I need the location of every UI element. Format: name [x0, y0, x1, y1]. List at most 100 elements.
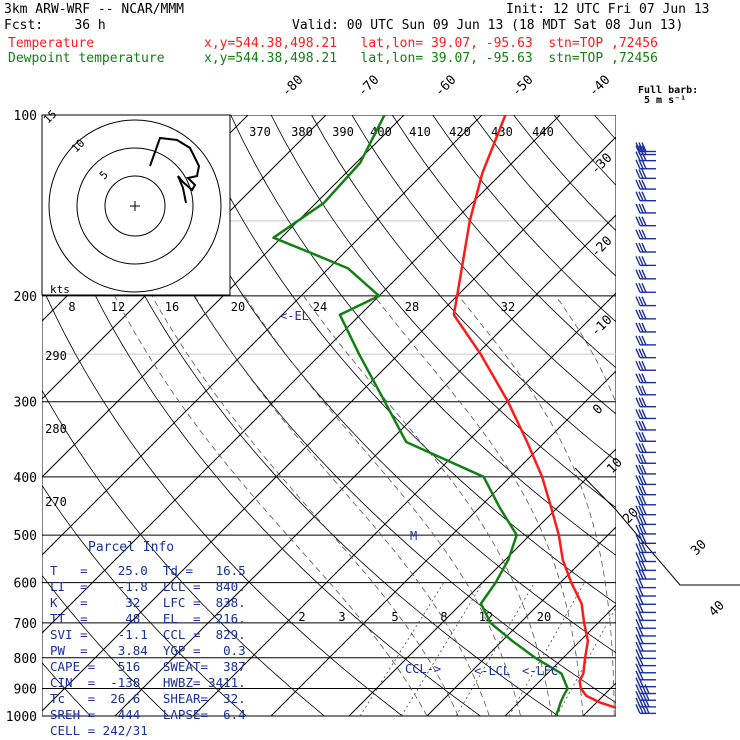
- wind-barb-flag: [641, 159, 647, 170]
- wind-barb-flag: [635, 569, 641, 580]
- wind-barb: [635, 229, 656, 240]
- wind-barb-flag: [638, 561, 644, 571]
- wind-barb: [635, 431, 656, 442]
- wind-barb-flag: [641, 179, 647, 190]
- wind-barb-flag: [638, 203, 644, 214]
- dry-adiabat: [149, 115, 616, 654]
- wind-barb-flag: [641, 534, 647, 544]
- wind-barb-flag: [641, 151, 647, 161]
- dry-adiabat: [42, 162, 481, 717]
- wind-barb-flag: [641, 420, 647, 431]
- wind-barb-flag: [641, 561, 647, 571]
- wind-barb: [635, 269, 656, 280]
- wind-barb-flag: [638, 534, 644, 544]
- speed-tick-label: 32: [501, 300, 515, 314]
- wind-barb-flag: [635, 309, 641, 320]
- wind-barb: [635, 191, 656, 202]
- wind-barb-flag: [638, 151, 644, 161]
- wind-barb-flag: [641, 335, 647, 346]
- wind-barb-flag: [635, 282, 641, 293]
- isotherm-label: -80: [279, 73, 306, 100]
- wind-barb-flag: [638, 649, 644, 659]
- wind-barb-flag: [638, 543, 644, 553]
- dry-adiabat: [42, 285, 403, 717]
- wind-barb-flag: [641, 397, 647, 407]
- wind-barb-flag: [641, 385, 647, 396]
- mixing-ratio-line: [455, 582, 535, 717]
- wind-barb-flag: [638, 443, 644, 453]
- isotherm-line: [0, 115, 14, 716]
- wind-barb-flag: [641, 495, 647, 506]
- wind-barb-flag: [635, 618, 641, 629]
- isotherm-line: [582, 682, 616, 717]
- wind-barb: [635, 169, 656, 180]
- parcel-row-k: K = 32 LFC = 838.: [50, 595, 246, 610]
- wind-barb-flag: [635, 534, 641, 544]
- wind-barb-flag: [641, 216, 647, 226]
- wind-barb-flag: [638, 603, 644, 613]
- wind-barb-flag: [638, 663, 644, 674]
- wind-barb-flag: [641, 704, 647, 714]
- forecast-hour: Fcst: 36 h: [4, 18, 106, 33]
- mixing-ratio-line: [401, 582, 484, 717]
- wind-barb: [635, 505, 656, 516]
- wind-barb-flag: [641, 485, 647, 495]
- wind-barb-flag: [638, 453, 644, 464]
- wind-barb-flag: [641, 296, 647, 306]
- wind-barb: [635, 603, 656, 614]
- speed-tick-label: 28: [405, 300, 419, 314]
- theta-label: 380: [291, 125, 313, 139]
- pressure-label: 600: [14, 577, 37, 592]
- wind-barb: [635, 534, 656, 544]
- wind-barb: [635, 256, 656, 267]
- isotherm-line: [270, 370, 616, 717]
- theta-label: 400: [370, 125, 392, 139]
- wind-barb: [635, 348, 656, 359]
- wind-barb-flag: [635, 475, 641, 485]
- wind-barb-flag: [638, 309, 644, 320]
- wind-barb-flag: [641, 282, 647, 293]
- wind-barb-flag: [641, 373, 647, 383]
- wind-barb-flag: [641, 309, 647, 320]
- wind-barb-flag: [641, 269, 647, 280]
- wind-barb: [635, 594, 656, 605]
- wind-barb-flag: [635, 611, 641, 621]
- parcel-info-title: Parcel Info: [88, 540, 175, 555]
- init-time: Init: 12 UTC Fri 07 Jun 13: [506, 2, 710, 17]
- wind-barb-flag: [638, 335, 644, 346]
- wind-barb-flag: [638, 485, 644, 495]
- wind-barb-flag: [638, 397, 644, 407]
- dry-adiabat: [230, 115, 616, 556]
- wind-barb-flag: [638, 475, 644, 485]
- wind-barb-flag: [641, 203, 647, 214]
- temperature-location: x,y=544.38,498.21 lat,lon= 39.07, -95.63…: [204, 36, 658, 51]
- speed-tick-label: 16: [165, 300, 179, 314]
- parcel-row-t: T = 25.0 Td = 16.5: [50, 563, 246, 578]
- wind-barb-flag: [638, 269, 644, 280]
- wind-barb: [635, 397, 656, 408]
- wind-barb-flag: [638, 594, 644, 605]
- wind-barb: [635, 203, 656, 214]
- wind-barb-flag: [641, 443, 647, 453]
- wind-barb-flag: [635, 453, 641, 464]
- wind-barb-flag: [638, 191, 644, 201]
- wind-barb: [635, 159, 656, 170]
- dry-adiabat: [472, 115, 616, 277]
- wind-barb-flag: [644, 704, 650, 714]
- moist-adiabat: [655, 296, 692, 716]
- dry-adiabat: [68, 115, 559, 717]
- wind-barb: [635, 475, 656, 486]
- isotherm-label: 30: [688, 537, 710, 559]
- wind-barb: [635, 179, 656, 190]
- wind-barb-flag: [635, 603, 641, 613]
- wind-barb-flag: [638, 505, 644, 515]
- wind-barb: [635, 322, 656, 333]
- parcel-row-cape: CAPE = 516 SWEAT= 387: [50, 659, 246, 674]
- pressure-label: 500: [14, 529, 37, 544]
- wind-barb: [635, 618, 656, 629]
- wind-barb-flag: [641, 242, 647, 253]
- wind-barb: [635, 611, 656, 622]
- theta-label: 410: [409, 125, 431, 139]
- wind-barb-flag: [638, 282, 644, 293]
